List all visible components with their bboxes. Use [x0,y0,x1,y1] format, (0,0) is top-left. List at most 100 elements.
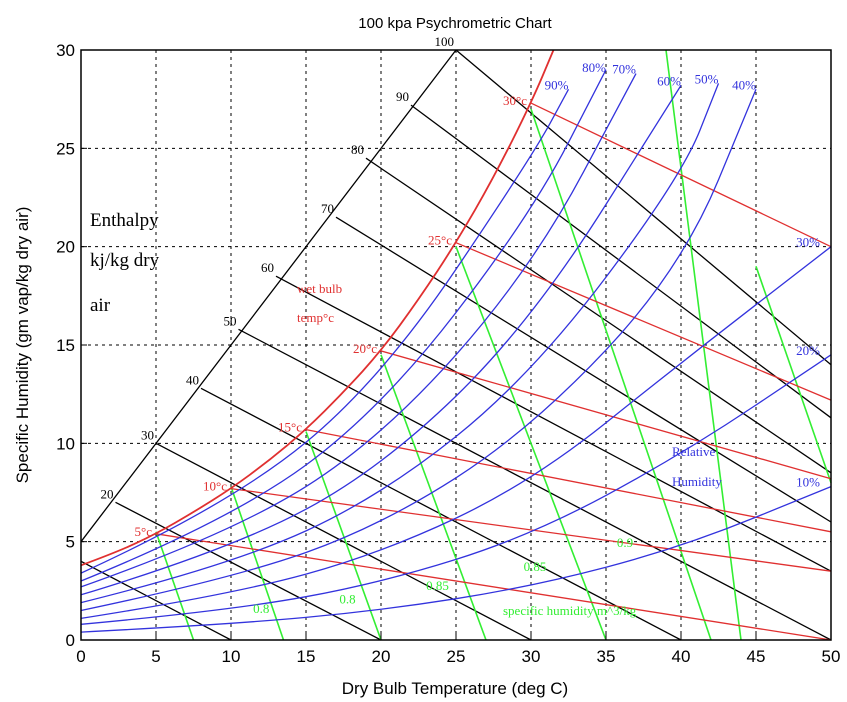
relative-humidity-curve [80,246,832,620]
relative-humidity-curve [80,88,570,574]
enthalpy-lines [80,49,832,641]
enthalpy-line-label: 100 [435,34,455,49]
relative-humidity-curve [80,354,832,625]
y-tick-label: 15 [56,336,75,355]
x-tick-label: 45 [747,647,766,666]
wet-bulb-line [380,350,832,480]
wet-bulb-label: 15°c [278,420,302,435]
relative-humidity-label: 80% [582,60,606,75]
x-axis-label: Dry Bulb Temperature (deg C) [342,679,568,698]
wet-bulb-label: 5°c [135,524,153,539]
wet-bulb-title-line1: wet bulb [297,281,342,296]
relative-humidity-label: 10% [796,475,820,490]
axis-ticks: 0 5 10 15 20 25 30 35 40 45 50 0 5 10 15 20 25 30 [56,41,840,666]
wet-bulb-line [455,242,832,401]
relative-humidity-label: 40% [732,77,756,92]
specific-volume-label: 0.8 [253,601,269,616]
relative-humidity-curve [80,73,637,588]
specific-volume-title: specific humidity m^3/kg [503,603,637,618]
x-tick-label: 5 [151,647,160,666]
x-tick-label: 10 [222,647,241,666]
enthalpy-line [365,157,832,474]
x-tick-label: 35 [597,647,616,666]
enthalpy-line-label: 40 [186,372,199,387]
enthalpy-line-label: 60 [261,260,274,275]
x-tick-label: 40 [672,647,691,666]
specific-volume-lines [155,49,832,641]
enthalpy-title-line2: kj/kg dry [90,250,160,271]
relative-humidity-label: 20% [796,343,820,358]
enthalpy-line-label: 70 [321,201,334,216]
specific-volume-label: 0.85 [524,559,547,574]
relative-humidity-curve [80,83,720,604]
y-tick-label: 5 [66,533,75,552]
enthalpy-line-label: 90 [396,89,409,104]
wet-bulb-line [530,102,832,248]
relative-humidity-label: 30% [796,235,820,250]
wet-bulb-lines [155,102,832,641]
enthalpy-boundary-line [80,49,457,543]
x-tick-label: 50 [822,647,841,666]
relative-humidity-label: 50% [695,71,719,86]
wet-bulb-title-line2: temp°c [297,310,334,325]
enthalpy-line [80,560,232,641]
y-tick-label: 25 [56,139,75,158]
enthalpy-line-label: 80 [351,142,364,157]
grid-lines [81,50,831,640]
enthalpy-line [200,387,682,641]
enthalpy-line [238,328,832,641]
specific-volume-line [530,108,712,641]
rh-title-line1: Relative [672,444,716,459]
specific-volume-line [230,486,285,641]
y-tick-label: 10 [56,434,75,453]
x-tick-label: 0 [76,647,85,666]
line-labels: 20 30 40 50 60 70 80 90 100 0.8 0.8 0.85 0.85 0.9 5°c 1… [101,34,821,616]
wet-bulb-line [230,487,832,572]
wet-bulb-label: 25°c [428,233,452,248]
specific-volume-line [755,266,832,483]
x-tick-label: 15 [297,647,316,666]
relative-humidity-curves [80,69,832,633]
x-tick-label: 30 [522,647,541,666]
enthalpy-line-label: 30 [141,427,154,442]
wet-bulb-line [155,533,832,641]
relative-humidity-label: 90% [545,77,569,92]
relative-humidity-label: 70% [612,62,636,77]
specific-volume-label: 0.85 [426,578,449,593]
enthalpy-title-line1: Enthalpy [90,210,159,231]
y-tick-label: 0 [66,631,75,650]
enthalpy-line [155,442,532,641]
wet-bulb-label: 20°c [353,341,377,356]
rh-title-line2: Humidity [672,474,722,489]
wet-bulb-label: 10°c [203,479,227,494]
specific-volume-line [155,531,195,641]
enthalpy-line [335,216,832,523]
wet-bulb-label: 30°c [503,93,527,108]
enthalpy-line [455,49,832,366]
specific-volume-line [305,431,382,641]
specific-volume-label: 0.9 [617,535,633,550]
enthalpy-title-line3: air [90,295,111,316]
relative-humidity-curve [80,89,757,612]
y-axis-label: Specific Humidity (gm vap/kg dry air) [13,207,32,484]
x-tick-label: 25 [447,647,466,666]
x-tick-label: 20 [372,647,391,666]
enthalpy-line [410,104,832,419]
chart-title: 100 kpa Psychrometric Chart [358,15,552,32]
enthalpy-line-label: 20 [101,486,114,501]
saturation-curve-line [80,49,555,567]
relative-humidity-curve [80,69,607,582]
relative-humidity-curve [80,85,682,596]
saturation-curve [80,49,555,567]
relative-humidity-label: 60% [657,73,681,88]
enthalpy-line-label: 50 [224,313,237,328]
wet-bulb-line [305,428,832,533]
specific-volume-label: 0.8 [339,592,355,607]
specific-volume-line [455,246,607,641]
y-tick-label: 20 [56,238,75,257]
specific-volume-line [380,354,487,641]
y-tick-label: 30 [56,41,75,60]
relative-humidity-curve [80,485,832,633]
enthalpy-line [275,275,832,572]
